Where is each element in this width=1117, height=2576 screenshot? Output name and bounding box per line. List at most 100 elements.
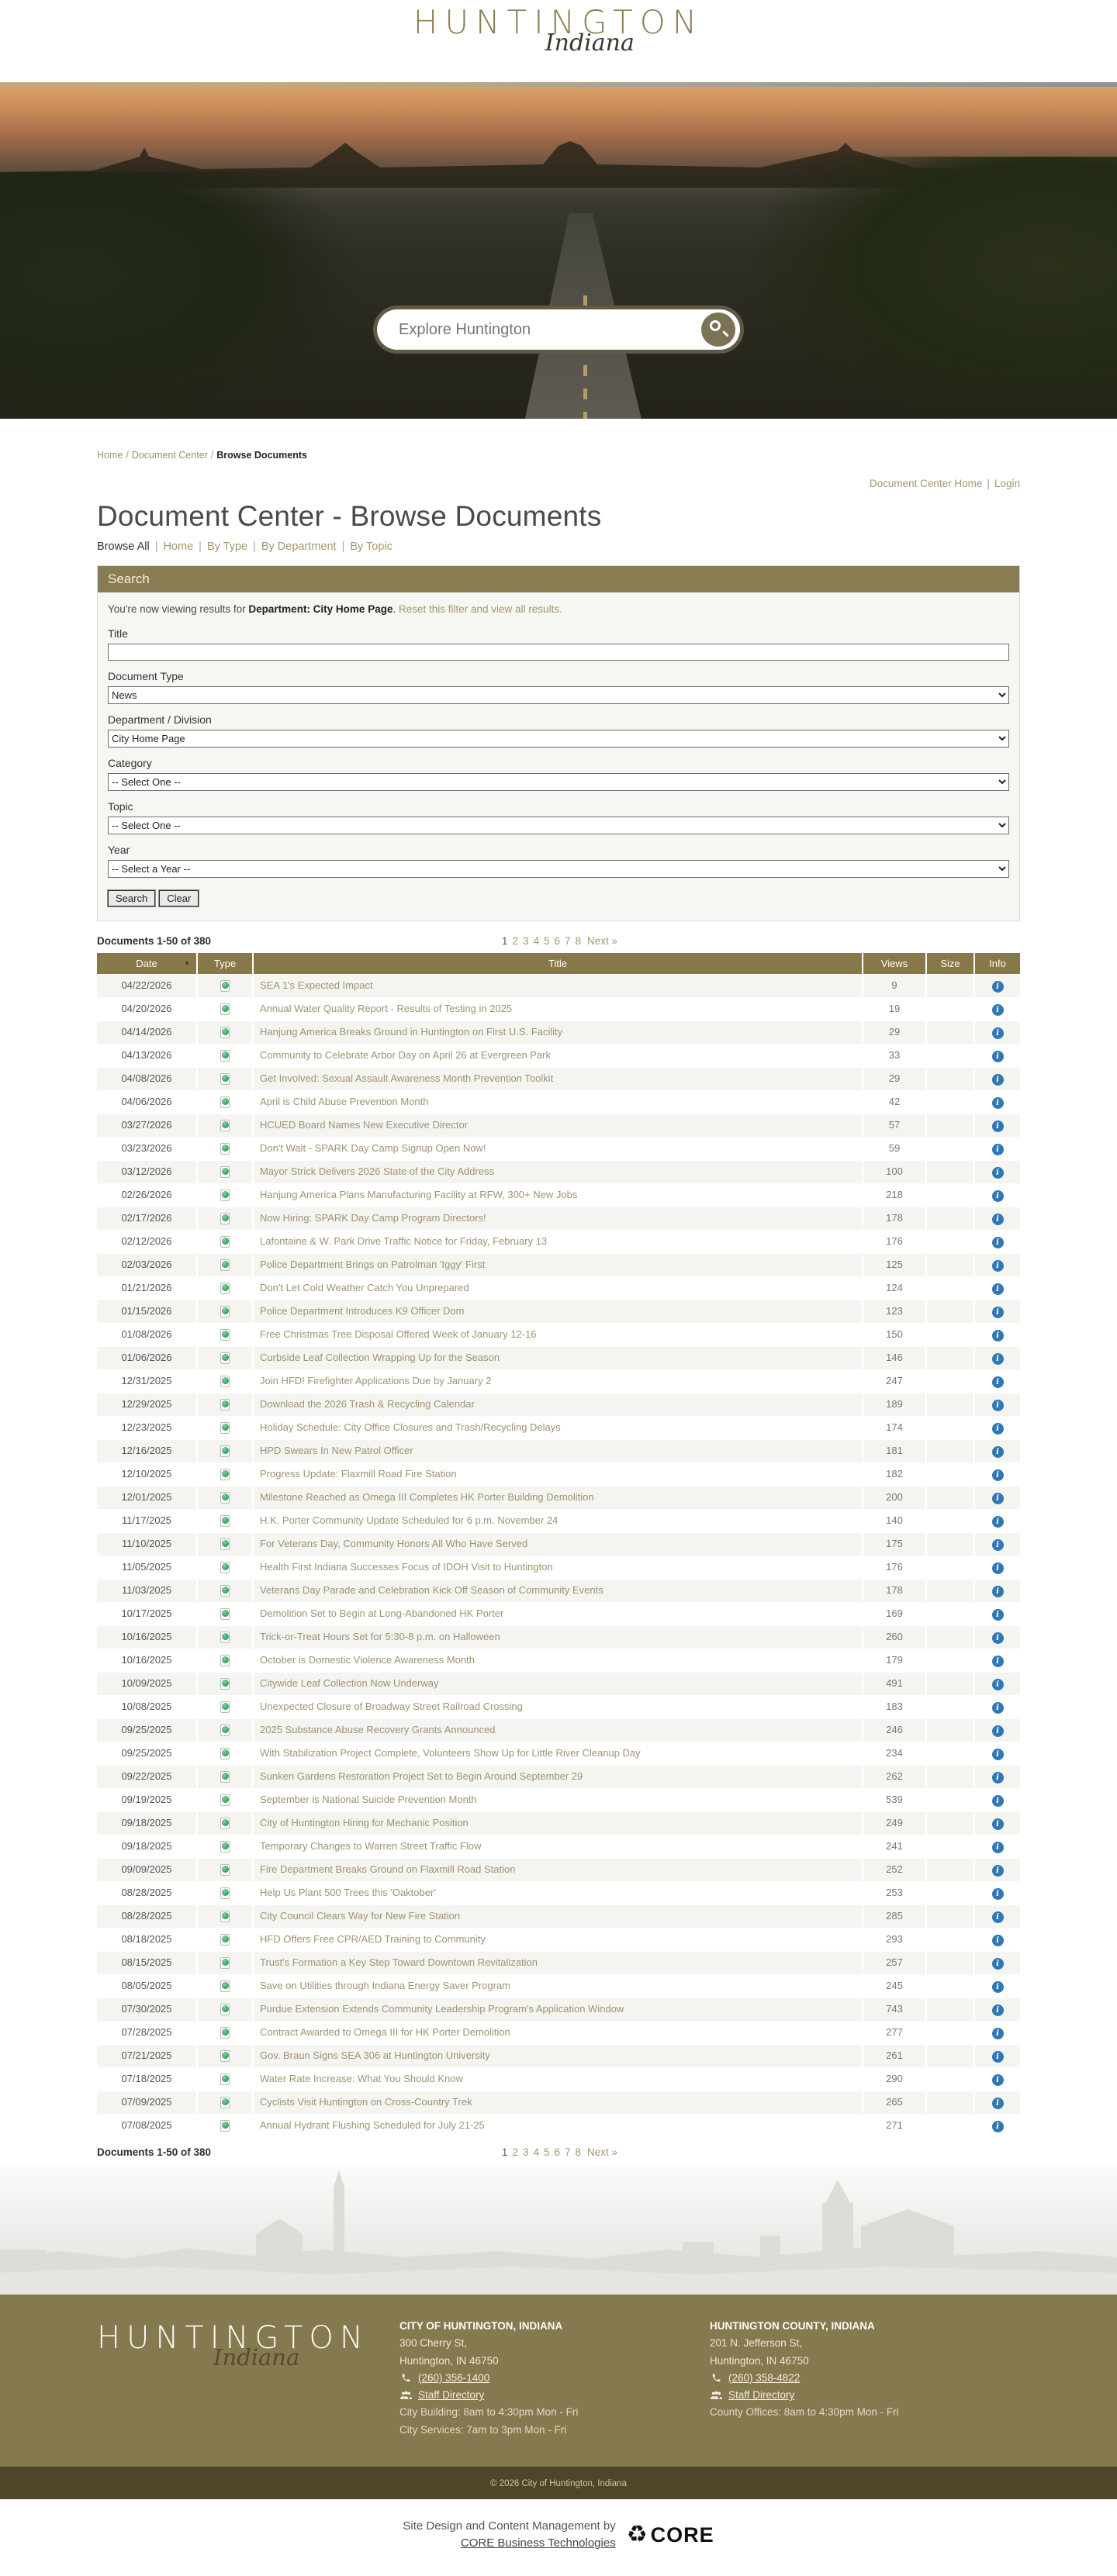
breadcrumb-link[interactable]: Document Center	[131, 450, 208, 461]
info-icon[interactable]: i	[991, 1004, 1004, 1016]
doc-title-link[interactable]: City Council Clears Way for New Fire Sta…	[260, 1910, 461, 1922]
info-icon[interactable]: i	[991, 1423, 1004, 1435]
info-icon[interactable]: i	[991, 1818, 1004, 1830]
page-number-link[interactable]: 2	[512, 935, 518, 947]
page-number-link[interactable]: 6	[554, 935, 561, 947]
info-icon[interactable]: i	[991, 1307, 1004, 1318]
doc-title-link[interactable]: Annual Hydrant Flushing Scheduled for Ju…	[260, 2119, 485, 2131]
info-icon[interactable]: i	[991, 1167, 1004, 1179]
info-icon[interactable]: i	[991, 1632, 1004, 1644]
doc-title-link[interactable]: Temporary Changes to Warren Street Traff…	[260, 1840, 482, 1852]
info-icon[interactable]: i	[991, 1214, 1004, 1225]
info-icon[interactable]: i	[991, 1121, 1004, 1132]
doc-title-link[interactable]: Now Hiring: SPARK Day Camp Program Direc…	[260, 1212, 486, 1224]
info-icon[interactable]: i	[991, 2028, 1004, 2039]
page-number-link[interactable]: 6	[554, 2146, 561, 2158]
info-icon[interactable]: i	[991, 1237, 1004, 1248]
page-number-link[interactable]: 5	[543, 2146, 550, 2158]
page-number-link[interactable]: 2	[512, 2146, 518, 2158]
doc-title-link[interactable]: Cyclists Visit Huntington on Cross-Count…	[260, 2096, 472, 2108]
info-icon[interactable]: i	[991, 1865, 1004, 1877]
info-icon[interactable]: i	[991, 1400, 1004, 1411]
info-icon[interactable]: i	[991, 1283, 1004, 1295]
doc-title-link[interactable]: Lafontaine & W. Park Drive Traffic Notic…	[260, 1235, 548, 1247]
browse-nav-link-home[interactable]: Home	[163, 540, 194, 553]
info-icon[interactable]: i	[991, 1144, 1004, 1155]
info-icon[interactable]: i	[991, 1074, 1004, 1086]
info-icon[interactable]: i	[991, 1725, 1004, 1737]
doc-title-link[interactable]: Save on Utilities through Indiana Energy…	[260, 1980, 511, 1991]
document-type-select[interactable]: News	[108, 686, 1009, 704]
title-filter-input[interactable]	[108, 644, 1009, 661]
info-icon[interactable]: i	[991, 1679, 1004, 1690]
info-icon[interactable]: i	[991, 1935, 1004, 1946]
doc-title-link[interactable]: HCUED Board Names New Executive Director	[260, 1119, 469, 1131]
browse-nav-link-by-department[interactable]: By Department	[261, 540, 337, 553]
department-division-select[interactable]: City Home Page	[108, 730, 1009, 748]
info-icon[interactable]: i	[991, 1190, 1004, 1202]
doc-title-link[interactable]: Sunken Gardens Restoration Project Set t…	[260, 1770, 583, 1782]
info-icon[interactable]: i	[991, 2005, 1004, 2016]
doc-title-link[interactable]: Milestone Reached as Omega III Completes…	[260, 1491, 594, 1503]
info-icon[interactable]: i	[991, 1888, 1004, 1900]
info-icon[interactable]: i	[991, 1493, 1004, 1504]
info-icon[interactable]: i	[991, 1539, 1004, 1551]
doc-title-link[interactable]: Progress Update: Flaxmill Road Fire Stat…	[260, 1468, 457, 1480]
column-header-title[interactable]: Title	[254, 953, 862, 974]
doc-title-link[interactable]: Hanjung America Plans Manufacturing Faci…	[260, 1189, 578, 1200]
info-icon[interactable]: i	[991, 2051, 1004, 2063]
page-number-link[interactable]: 7	[565, 935, 571, 947]
info-icon[interactable]: i	[991, 1446, 1004, 1458]
info-icon[interactable]: i	[991, 1027, 1004, 1039]
site-logo[interactable]: HUNTINGTON Indiana	[413, 6, 704, 57]
page-number-link[interactable]: 8	[575, 935, 582, 947]
clear-button[interactable]: Clear	[158, 889, 200, 907]
doc-title-link[interactable]: City of Huntington Hiring for Mechanic P…	[260, 1817, 469, 1828]
info-icon[interactable]: i	[991, 1260, 1004, 1272]
doc-title-link[interactable]: Curbside Leaf Collection Wrapping Up for…	[260, 1352, 500, 1363]
doc-title-link[interactable]: HPD Swears In New Patrol Officer	[260, 1445, 413, 1456]
doc-title-link[interactable]: Police Department Brings on Patrolman 'I…	[260, 1259, 486, 1270]
document-center-home-link[interactable]: Document Center Home	[869, 478, 983, 489]
doc-title-link[interactable]: Gov. Braun Signs SEA 306 at Huntington U…	[260, 2049, 490, 2061]
doc-title-link[interactable]: Join HFD! Firefighter Applications Due b…	[260, 1375, 492, 1386]
doc-title-link[interactable]: September is National Suicide Prevention…	[260, 1794, 477, 1805]
info-icon[interactable]: i	[991, 1097, 1004, 1109]
info-icon[interactable]: i	[991, 981, 1004, 993]
doc-title-link[interactable]: Fire Department Breaks Ground on Flaxmil…	[260, 1863, 516, 1875]
doc-title-link[interactable]: April is Child Abuse Prevention Month	[260, 1096, 429, 1107]
page-number-link[interactable]: 5	[543, 935, 550, 947]
info-icon[interactable]: i	[991, 1330, 1004, 1342]
info-icon[interactable]: i	[991, 1795, 1004, 1807]
doc-title-link[interactable]: Veterans Day Parade and Celebration Kick…	[260, 1584, 603, 1596]
site-search-input[interactable]	[399, 320, 701, 339]
info-icon[interactable]: i	[991, 1469, 1004, 1481]
page-number-link[interactable]: 4	[533, 935, 539, 947]
footer-county-phone-link[interactable]: (260) 358-4822	[728, 2371, 801, 2384]
doc-title-link[interactable]: October is Domestic Violence Awareness M…	[260, 1654, 475, 1666]
doc-title-link[interactable]: Free Christmas Tree Disposal Offered Wee…	[260, 1328, 537, 1340]
info-icon[interactable]: i	[991, 1376, 1004, 1388]
next-page-link[interactable]: Next »	[587, 935, 618, 947]
page-number-link[interactable]: 8	[575, 2146, 582, 2158]
category-select[interactable]: -- Select One --	[108, 773, 1009, 791]
info-icon[interactable]: i	[991, 1563, 1004, 1574]
info-icon[interactable]: i	[991, 1958, 1004, 1970]
doc-title-link[interactable]: Help Us Plant 500 Trees this 'Oaktober'	[260, 1887, 436, 1898]
year-select[interactable]: -- Select a Year --	[108, 860, 1009, 878]
footer-city-staff-directory-link[interactable]: Staff Directory	[418, 2389, 485, 2402]
info-icon[interactable]: i	[991, 1749, 1004, 1760]
doc-title-link[interactable]: Police Department Introduces K9 Officer …	[260, 1305, 465, 1317]
core-logo[interactable]: ♻ CORE	[627, 2523, 714, 2547]
page-number-link[interactable]: 4	[533, 2146, 539, 2158]
info-icon[interactable]: i	[991, 1702, 1004, 1714]
reset-filter-link[interactable]: Reset this filter and view all results.	[398, 603, 562, 615]
info-icon[interactable]: i	[991, 1609, 1004, 1621]
breadcrumb-link[interactable]: Home	[97, 450, 123, 461]
doc-title-link[interactable]: Trust's Formation a Key Step Toward Down…	[260, 1956, 538, 1968]
info-icon[interactable]: i	[991, 1586, 1004, 1597]
info-icon[interactable]: i	[991, 1051, 1004, 1062]
doc-title-link[interactable]: Health First Indiana Successes Focus of …	[260, 1561, 553, 1573]
column-header-size[interactable]: Size	[927, 953, 973, 974]
doc-title-link[interactable]: Contract Awarded to Omega III for HK Por…	[260, 2026, 510, 2038]
